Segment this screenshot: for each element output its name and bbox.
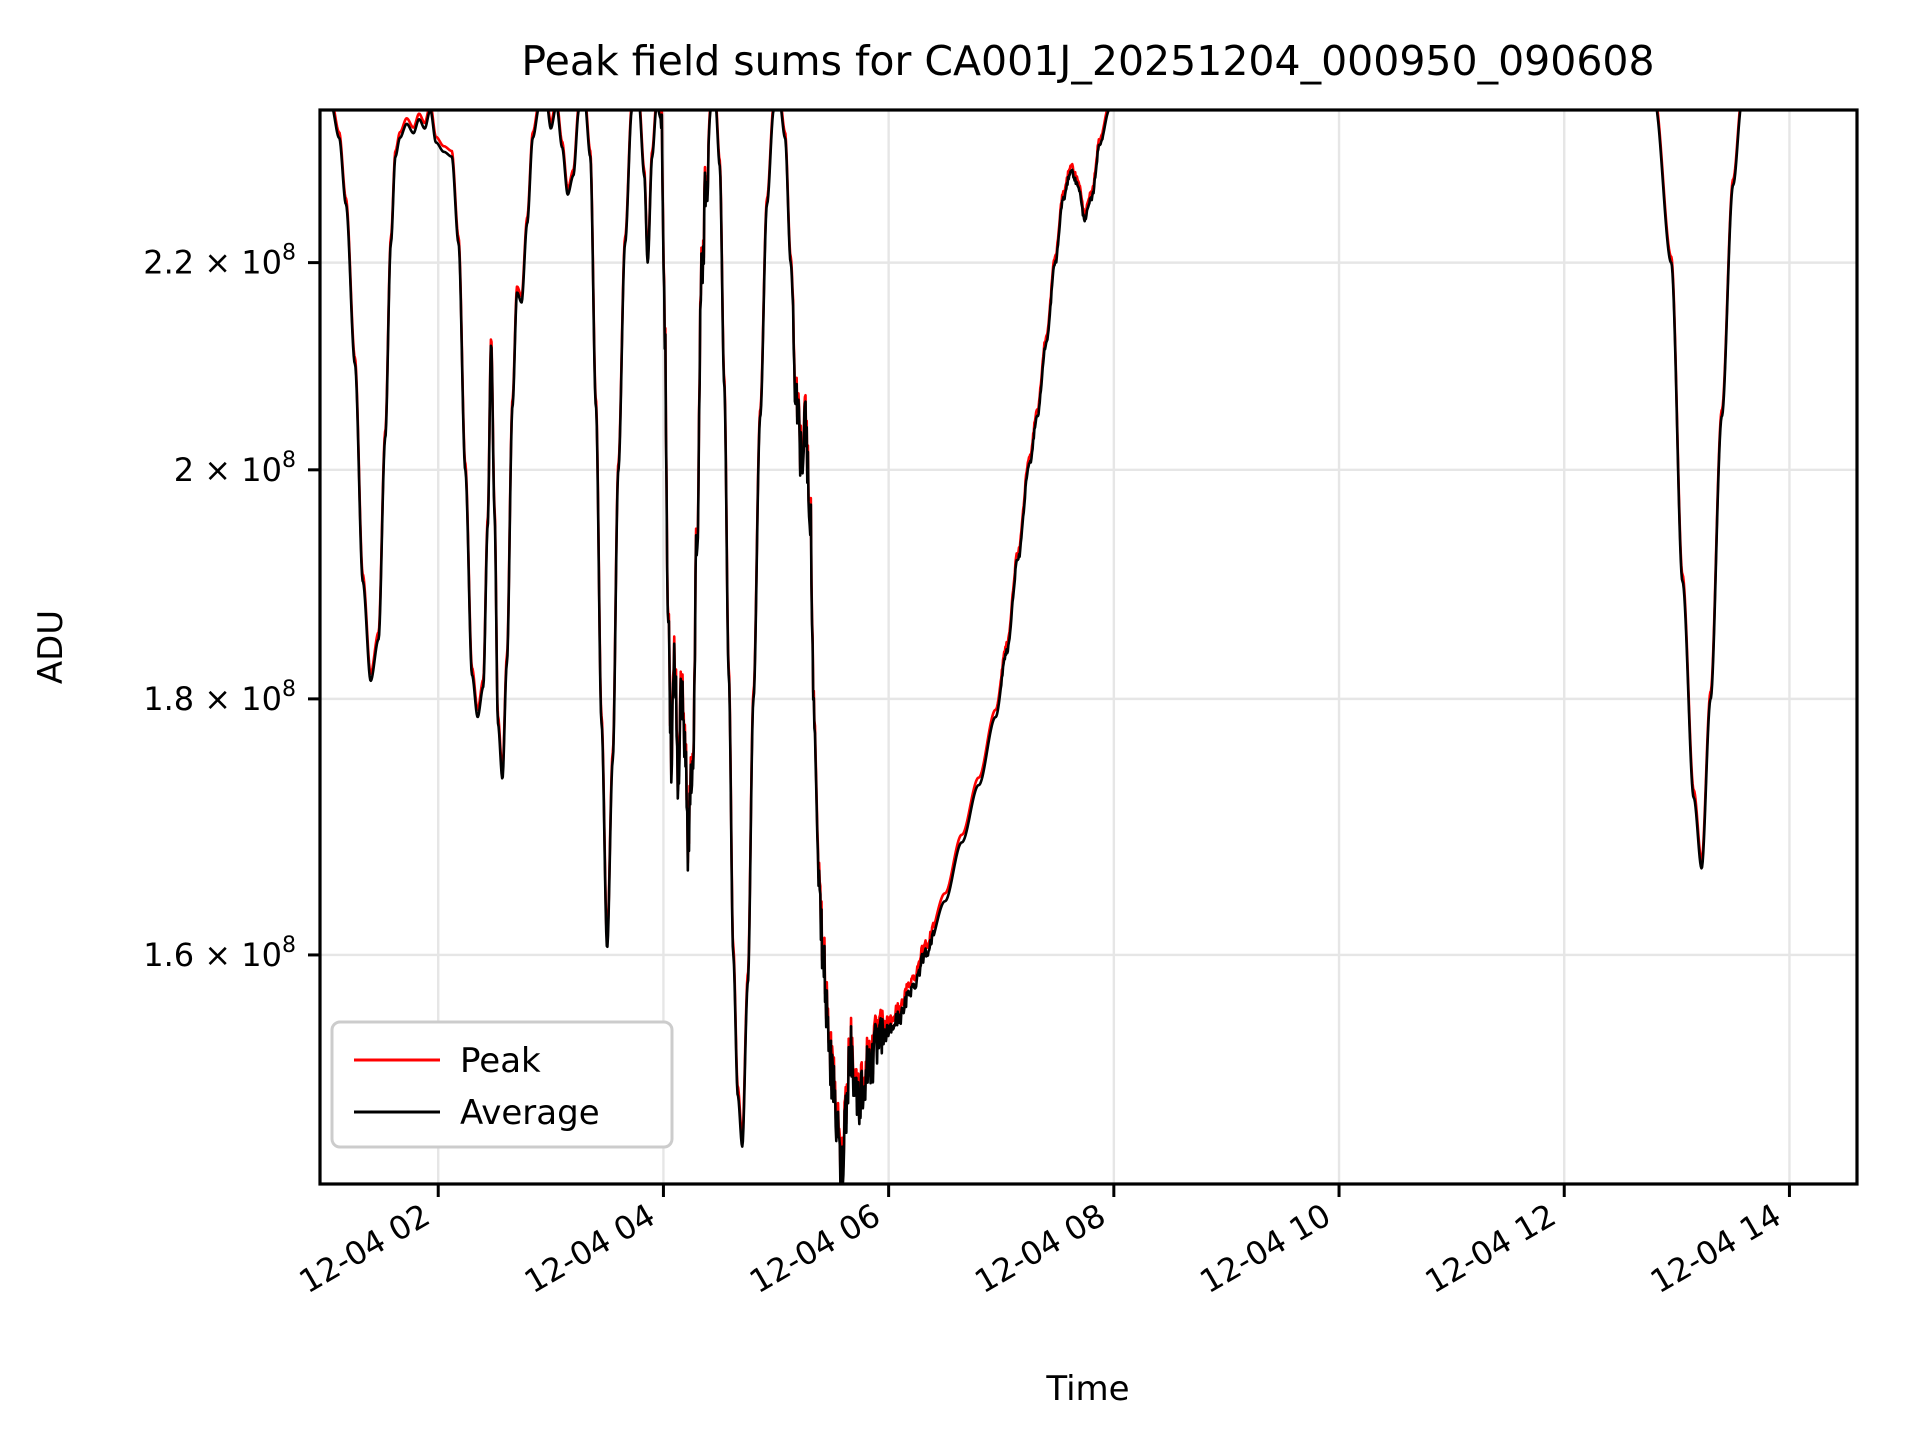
series-average bbox=[331, 110, 1742, 1184]
chart-legend[interactable]: Peak Average bbox=[330, 1020, 674, 1149]
legend-label-peak[interactable]: Peak bbox=[460, 1041, 541, 1081]
tick-marks bbox=[308, 261, 1791, 1197]
series-lines bbox=[331, 110, 1742, 1184]
x-axis-label: Time bbox=[1045, 1369, 1129, 1409]
y-axis-label: ADU bbox=[31, 610, 71, 684]
y-tick-label: 1.8 × 108 bbox=[143, 677, 296, 718]
legend-label-average[interactable]: Average bbox=[460, 1093, 600, 1133]
axes-frame bbox=[318, 108, 1859, 1186]
chart-title: Peak field sums for CA001J_20251204_0009… bbox=[521, 37, 1654, 85]
y-tick-label: 2.2 × 108 bbox=[143, 241, 296, 282]
y-tick-label: 2 × 108 bbox=[174, 448, 296, 489]
legend-frame bbox=[330, 1020, 674, 1149]
y-tick-label: 1.6 × 108 bbox=[143, 933, 296, 974]
